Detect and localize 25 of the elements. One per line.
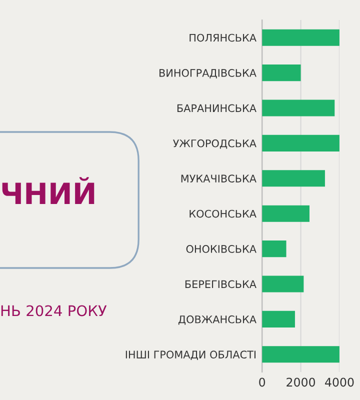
y-tick-label: ІНШІ ГРОМАДИ ОБЛАСТІ bbox=[126, 350, 256, 360]
y-tick-label: БАРАНИНСЬКА bbox=[177, 104, 256, 112]
x-tick-label: 4000 bbox=[325, 378, 354, 387]
text: НЬ 2024 РОКУ bbox=[1, 305, 107, 316]
y-tick-label: КОСОНСЬКА bbox=[190, 210, 256, 218]
bar bbox=[262, 310, 295, 328]
bar bbox=[262, 346, 340, 363]
y-tick-label: УЖГОРОДСЬКА bbox=[173, 139, 256, 149]
y-tick-label: ОНОКІВСЬКА bbox=[186, 245, 256, 253]
bar bbox=[262, 64, 301, 82]
bar bbox=[262, 29, 340, 46]
y-tick-label: ДОВЖАНСЬКА bbox=[178, 315, 256, 325]
y-tick-label: МУКАЧІВСЬКА bbox=[181, 174, 256, 183]
bar bbox=[262, 205, 310, 222]
bar bbox=[262, 170, 325, 187]
y-tick-label: ПОЛЯНСЬКА bbox=[190, 34, 256, 42]
y-tick-label: ВИНОГРАДІВСЬКА bbox=[160, 69, 256, 78]
bar bbox=[262, 276, 304, 292]
y-tick-label: БЕРЕГІВСЬКА bbox=[185, 280, 256, 288]
x-tick-label: 2000 bbox=[286, 378, 316, 387]
text: ЧНИЙ bbox=[2, 177, 94, 204]
bar bbox=[262, 134, 340, 152]
x-tick-label: 0 bbox=[259, 378, 266, 387]
bar bbox=[262, 240, 286, 258]
bar bbox=[262, 100, 335, 116]
